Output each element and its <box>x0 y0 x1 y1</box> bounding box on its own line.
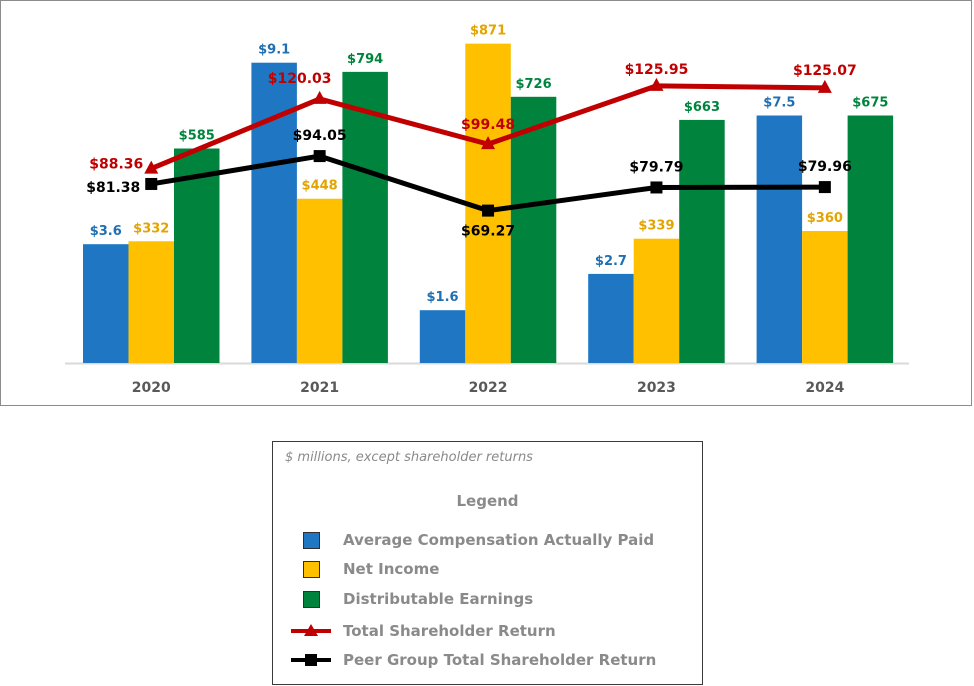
bar-distributable-earnings-2023 <box>679 119 725 364</box>
legend-box: $ millions, except shareholder returns L… <box>272 441 703 685</box>
bar-average-compensation-actually-paid-2020 <box>83 244 129 363</box>
marker-peer-tsr-2020 <box>145 177 158 190</box>
line-label-tsr-2022: $99.48 <box>461 117 515 133</box>
bar-label-distributable-earnings-2024: $675 <box>852 96 888 111</box>
legend-item-peer-tsr: Peer Group Total Shareholder Return <box>273 650 702 674</box>
bar-net-income-2021 <box>296 198 343 363</box>
legend-label-tsr: Total Shareholder Return <box>343 622 556 640</box>
line-label-peer-tsr-2024: $79.96 <box>798 159 852 175</box>
legend-marker-tsr <box>304 624 318 636</box>
legend-note: $ millions, except shareholder returns <box>285 450 533 465</box>
bar-label-distributable-earnings-2021: $794 <box>347 52 383 67</box>
legend-item-distributable-earnings: Distributable Earnings <box>273 589 702 613</box>
line-label-tsr-2020: $88.36 <box>89 157 143 173</box>
bar-net-income-2023 <box>633 238 680 363</box>
chart-plot: $3.6 $332 $585 2020 $9.1 $448 $794 2021 $1.6 $871… <box>65 24 909 396</box>
line-label-tsr-2021: $120.03 <box>268 71 332 87</box>
line-label-peer-tsr-2021: $94.05 <box>293 128 347 144</box>
legend-item-avg-comp: Average Compensation Actually Paid <box>273 530 702 554</box>
legend-swatch-avg-comp <box>303 532 320 549</box>
bar-label-net-income-2020: $332 <box>133 221 169 236</box>
bar-label-average-compensation-actually-paid-2020: $3.6 <box>90 224 122 239</box>
bar-net-income-2020 <box>128 241 174 363</box>
marker-peer-tsr-2021 <box>313 150 326 163</box>
chart-frame: $3.6 $332 $585 2020 $9.1 $448 $794 2021 $1.6 $871… <box>0 0 972 406</box>
bar-distributable-earnings-2020 <box>174 148 220 363</box>
line-label-peer-tsr-2022: $69.27 <box>461 224 515 240</box>
bar-distributable-earnings-2021 <box>342 71 388 363</box>
marker-peer-tsr-2023 <box>650 181 663 194</box>
bar-label-average-compensation-actually-paid-2021: $9.1 <box>258 43 290 58</box>
bar-average-compensation-actually-paid-2023 <box>588 273 634 363</box>
bar-label-distributable-earnings-2023: $663 <box>684 100 720 115</box>
bar-label-net-income-2024: $360 <box>807 211 843 226</box>
bar-label-average-compensation-actually-paid-2023: $2.7 <box>595 254 627 269</box>
marker-tsr-2023 <box>649 77 664 91</box>
marker-peer-tsr-2022 <box>482 204 495 217</box>
bar-average-compensation-actually-paid-2024 <box>756 115 803 363</box>
bar-average-compensation-actually-paid-2021 <box>251 62 297 363</box>
legend-item-tsr: Total Shareholder Return <box>273 621 702 645</box>
x-tick-label-2022: 2022 <box>469 380 508 396</box>
bar-label-net-income-2022: $871 <box>470 24 506 39</box>
legend-line-peer-tsr <box>291 654 331 666</box>
marker-tsr-2020 <box>144 160 159 174</box>
bar-average-compensation-actually-paid-2022 <box>419 310 466 363</box>
legend-swatch-net-income <box>303 561 320 578</box>
bar-label-net-income-2021: $448 <box>302 179 338 194</box>
x-tick-label-2020: 2020 <box>132 380 171 396</box>
marker-peer-tsr-2024 <box>818 181 831 194</box>
marker-tsr-2021 <box>312 90 327 104</box>
legend-item-net-income: Net Income <box>273 559 702 583</box>
legend-marker-peer-tsr <box>305 654 317 666</box>
legend-label-peer-tsr: Peer Group Total Shareholder Return <box>343 651 657 669</box>
line-label-peer-tsr-2023: $79.79 <box>629 159 683 175</box>
legend-line-tsr <box>291 624 331 636</box>
x-tick-label-2021: 2021 <box>300 380 339 396</box>
line-label-tsr-2024: $125.07 <box>793 63 857 79</box>
legend-swatch-distributable-earnings <box>303 591 320 608</box>
legend-label-distributable-earnings: Distributable Earnings <box>343 590 534 608</box>
bar-label-average-compensation-actually-paid-2024: $7.5 <box>763 96 795 111</box>
bar-label-distributable-earnings-2022: $726 <box>515 77 551 92</box>
bar-label-average-compensation-actually-paid-2022: $1.6 <box>427 290 459 305</box>
legend-label-avg-comp: Average Compensation Actually Paid <box>343 531 655 549</box>
marker-tsr-2024 <box>817 79 832 93</box>
bar-label-distributable-earnings-2020: $585 <box>179 129 215 144</box>
legend-label-net-income: Net Income <box>343 560 440 578</box>
line-label-tsr-2023: $125.95 <box>625 62 689 78</box>
bar-net-income-2024 <box>802 231 848 363</box>
line-label-peer-tsr-2020: $81.38 <box>86 180 140 196</box>
legend-title: Legend <box>456 492 519 510</box>
x-tick-label-2024: 2024 <box>805 380 844 396</box>
bar-label-net-income-2023: $339 <box>638 219 674 234</box>
bar-distributable-earnings-2024 <box>847 115 894 363</box>
x-tick-label-2023: 2023 <box>637 380 676 396</box>
bar-distributable-earnings-2022 <box>510 96 557 364</box>
marker-tsr-2022 <box>481 136 496 150</box>
